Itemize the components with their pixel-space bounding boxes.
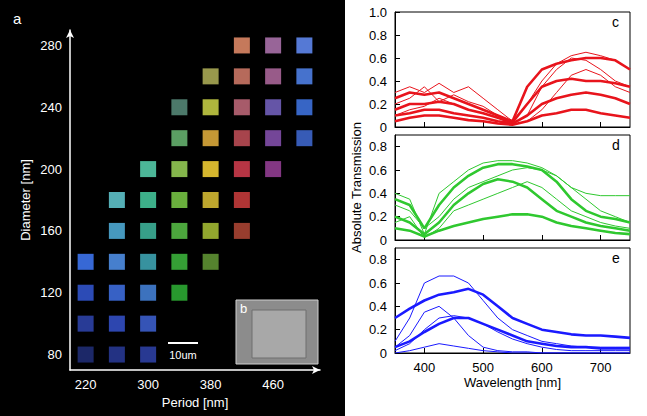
- svg-text:0.6: 0.6: [369, 163, 387, 178]
- svg-text:0: 0: [380, 120, 387, 135]
- svg-text:160: 160: [40, 223, 62, 238]
- svg-text:700: 700: [590, 360, 612, 375]
- svg-text:120: 120: [40, 285, 62, 300]
- svg-text:e: e: [612, 250, 620, 266]
- svg-text:460: 460: [262, 377, 284, 392]
- svg-text:0.8: 0.8: [369, 139, 387, 154]
- svg-text:300: 300: [137, 377, 159, 392]
- svg-text:200: 200: [40, 162, 62, 177]
- svg-text:d: d: [612, 137, 620, 153]
- svg-text:0.8: 0.8: [369, 252, 387, 267]
- svg-text:0.4: 0.4: [369, 186, 387, 201]
- svg-text:0: 0: [380, 233, 387, 248]
- svg-text:Wavelength [nm]: Wavelength [nm]: [464, 375, 561, 390]
- svg-text:0.6: 0.6: [369, 51, 387, 66]
- svg-text:b: b: [240, 301, 247, 316]
- svg-text:0.4: 0.4: [369, 299, 387, 314]
- svg-text:240: 240: [40, 100, 62, 115]
- svg-text:0.2: 0.2: [369, 209, 387, 224]
- svg-text:0: 0: [380, 346, 387, 361]
- svg-text:0.6: 0.6: [369, 276, 387, 291]
- svg-text:1.0: 1.0: [369, 5, 387, 20]
- svg-text:380: 380: [200, 377, 222, 392]
- svg-text:0.2: 0.2: [369, 97, 387, 112]
- svg-text:220: 220: [75, 377, 97, 392]
- svg-text:c: c: [612, 14, 619, 30]
- svg-text:0.2: 0.2: [369, 322, 387, 337]
- svg-text:Absolute Transmission: Absolute Transmission: [349, 122, 364, 253]
- svg-text:Period [nm]: Period [nm]: [162, 395, 228, 410]
- svg-text:280: 280: [40, 38, 62, 53]
- svg-text:600: 600: [531, 360, 553, 375]
- svg-text:Diameter [nm]: Diameter [nm]: [18, 159, 33, 241]
- svg-text:80: 80: [48, 347, 62, 362]
- svg-text:0.8: 0.8: [369, 28, 387, 43]
- svg-text:10um: 10um: [169, 349, 197, 361]
- svg-text:400: 400: [414, 360, 436, 375]
- svg-text:500: 500: [472, 360, 494, 375]
- svg-text:a: a: [13, 10, 22, 27]
- svg-text:0.4: 0.4: [369, 74, 387, 89]
